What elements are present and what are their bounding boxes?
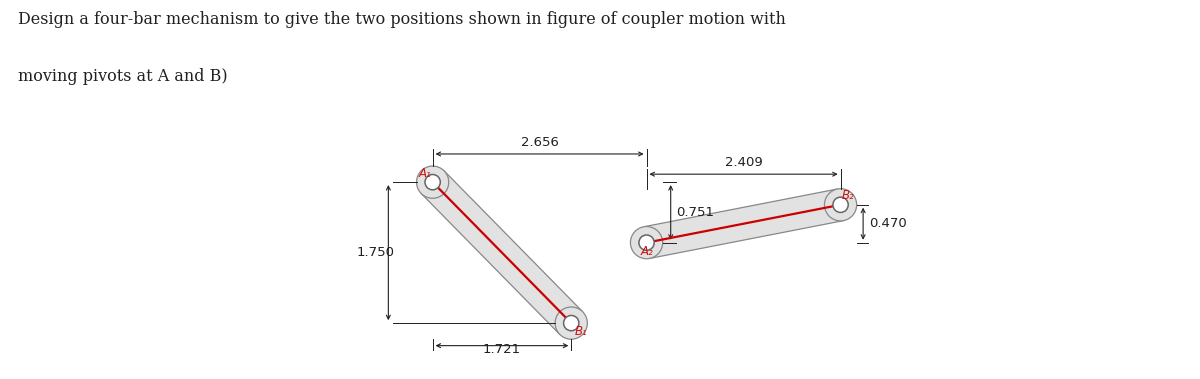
Polygon shape	[643, 189, 844, 258]
Text: Design a four-bar mechanism to give the two positions shown in figure of coupler: Design a four-bar mechanism to give the …	[18, 11, 786, 28]
Circle shape	[564, 315, 578, 331]
Circle shape	[630, 227, 662, 259]
Text: 1.750: 1.750	[356, 246, 395, 259]
Circle shape	[416, 166, 449, 198]
Polygon shape	[421, 171, 583, 334]
Text: B₁: B₁	[575, 325, 587, 338]
Circle shape	[638, 235, 654, 250]
Text: 2.656: 2.656	[521, 136, 558, 149]
Circle shape	[425, 174, 440, 190]
Circle shape	[833, 197, 848, 213]
Text: moving pivots at A and B): moving pivots at A and B)	[18, 68, 228, 85]
Text: 1.721: 1.721	[482, 343, 521, 356]
Text: B₂: B₂	[842, 190, 854, 202]
Text: 0.470: 0.470	[869, 217, 906, 230]
Text: 2.409: 2.409	[725, 157, 762, 169]
Text: A₂: A₂	[640, 245, 653, 258]
Text: 0.751: 0.751	[677, 206, 714, 219]
Circle shape	[556, 307, 587, 339]
Circle shape	[824, 189, 857, 221]
Text: A₁: A₁	[419, 167, 431, 180]
